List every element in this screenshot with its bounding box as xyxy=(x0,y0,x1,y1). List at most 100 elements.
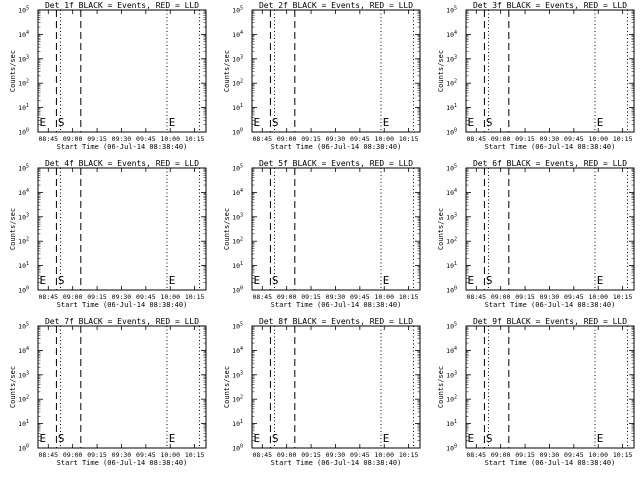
x-tick-label: 10:00 xyxy=(374,135,394,143)
x-tick-label: 10:15 xyxy=(613,293,633,301)
x-tick-label: 09:45 xyxy=(350,293,370,301)
panel-title: Det 4f BLACK = Events, RED = LLD xyxy=(45,159,199,168)
annotation-e: E xyxy=(40,274,47,287)
y-tick-label: 102 xyxy=(18,237,29,246)
y-tick-label: 103 xyxy=(446,212,457,221)
x-tick-label: 10:15 xyxy=(399,451,419,459)
y-tick-label: 101 xyxy=(232,103,243,112)
annotation-e: E xyxy=(254,432,261,445)
y-tick-label: 101 xyxy=(232,419,243,428)
x-tick-label: 09:45 xyxy=(350,451,370,459)
x-tick-label: 09:30 xyxy=(112,135,132,143)
x-tick-label: 09:00 xyxy=(277,451,297,459)
y-tick-label: 105 xyxy=(18,322,29,331)
y-tick-label: 104 xyxy=(232,346,243,355)
y-tick-label: 104 xyxy=(446,30,457,39)
y-tick-label: 100 xyxy=(446,444,457,453)
plot-frame xyxy=(251,9,421,133)
x-tick-label: 09:30 xyxy=(326,135,346,143)
annotation-s: S xyxy=(486,432,493,445)
panel-title: Det 7f BLACK = Events, RED = LLD xyxy=(45,317,199,326)
y-axis-label: Counts/sec xyxy=(9,50,17,92)
panel-title: Det 5f BLACK = Events, RED = LLD xyxy=(259,159,413,168)
annotation-s: S xyxy=(272,116,279,129)
y-tick-label: 104 xyxy=(18,30,29,39)
plot-frame xyxy=(37,167,207,291)
x-tick-label: 09:30 xyxy=(112,293,132,301)
x-tick-label: 08:45 xyxy=(253,451,273,459)
y-tick-label: 104 xyxy=(18,188,29,197)
y-tick-label: 103 xyxy=(232,370,243,379)
panel-title: Det 3f BLACK = Events, RED = LLD xyxy=(473,1,627,10)
y-tick-label: 101 xyxy=(18,261,29,270)
y-tick-label: 101 xyxy=(446,103,457,112)
annotation-e: E xyxy=(40,116,47,129)
x-tick-label: 09:15 xyxy=(87,293,107,301)
x-tick-label: 08:45 xyxy=(253,293,273,301)
y-axis-label: Counts/sec xyxy=(223,366,231,408)
y-tick-label: 103 xyxy=(232,212,243,221)
y-tick-label: 103 xyxy=(18,212,29,221)
detector-panel-8: Det 8f BLACK = Events, RED = LLD 08:45 09:… xyxy=(223,317,421,467)
y-tick-label: 104 xyxy=(232,30,243,39)
y-tick-label: 101 xyxy=(18,419,29,428)
annotation-e: E xyxy=(40,432,47,445)
y-tick-label: 100 xyxy=(232,444,243,453)
x-tick-label: 09:30 xyxy=(326,451,346,459)
x-axis-label: Start Time (06-Jul-14 08:38:40) xyxy=(271,459,402,467)
x-tick-label: 09:30 xyxy=(326,293,346,301)
x-tick-label: 09:00 xyxy=(277,135,297,143)
plot-frame xyxy=(37,325,207,449)
detector-panel-5: Det 5f BLACK = Events, RED = LLD 08:45 09:… xyxy=(223,159,421,309)
annotation-s: S xyxy=(58,116,65,129)
y-tick-label: 104 xyxy=(18,346,29,355)
plot-frame xyxy=(465,9,635,133)
y-tick-label: 102 xyxy=(18,79,29,88)
x-axis-label: Start Time (06-Jul-14 08:38:40) xyxy=(485,301,616,309)
x-tick-label: 09:15 xyxy=(87,451,107,459)
y-tick-label: 105 xyxy=(18,6,29,15)
x-tick-label: 10:15 xyxy=(399,135,419,143)
annotation-s: S xyxy=(486,274,493,287)
annotation-s: S xyxy=(486,116,493,129)
y-tick-label: 104 xyxy=(232,188,243,197)
y-tick-label: 100 xyxy=(18,444,29,453)
y-tick-label: 101 xyxy=(232,261,243,270)
annotation-s: S xyxy=(272,274,279,287)
y-tick-label: 103 xyxy=(446,370,457,379)
x-axis-label: Start Time (06-Jul-14 08:38:40) xyxy=(485,143,616,151)
annotation-e: E xyxy=(254,274,261,287)
panel-title: Det 2f BLACK = Events, RED = LLD xyxy=(259,1,413,10)
y-tick-label: 102 xyxy=(232,237,243,246)
x-axis-label: Start Time (06-Jul-14 08:38:40) xyxy=(57,301,188,309)
x-tick-label: 10:15 xyxy=(613,135,633,143)
y-tick-label: 100 xyxy=(18,128,29,137)
x-tick-label: 10:15 xyxy=(185,293,205,301)
panel-title: Det 9f BLACK = Events, RED = LLD xyxy=(473,317,627,326)
x-tick-label: 10:00 xyxy=(160,135,180,143)
annotation-s: S xyxy=(58,432,65,445)
plot-frame xyxy=(465,325,635,449)
x-tick-label: 09:00 xyxy=(491,451,511,459)
x-tick-label: 10:15 xyxy=(185,451,205,459)
detector-panel-9: Det 9f BLACK = Events, RED = LLD 08:45 09:… xyxy=(437,317,635,467)
annotation-e: E xyxy=(169,274,176,287)
y-axis-label: Counts/sec xyxy=(223,50,231,92)
annotation-e: E xyxy=(383,274,390,287)
annotation-e: E xyxy=(383,432,390,445)
x-tick-label: 08:45 xyxy=(467,451,487,459)
y-tick-label: 102 xyxy=(446,79,457,88)
x-tick-label: 09:45 xyxy=(350,135,370,143)
x-axis-label: Start Time (06-Jul-14 08:38:40) xyxy=(485,459,616,467)
annotation-e: E xyxy=(383,116,390,129)
x-tick-label: 08:45 xyxy=(467,293,487,301)
y-tick-label: 105 xyxy=(232,164,243,173)
y-tick-label: 105 xyxy=(446,164,457,173)
detector-panel-6: Det 6f BLACK = Events, RED = LLD 08:45 09:… xyxy=(437,159,635,309)
x-tick-label: 08:45 xyxy=(39,135,59,143)
y-tick-label: 104 xyxy=(446,188,457,197)
annotation-e: E xyxy=(254,116,261,129)
x-tick-label: 09:15 xyxy=(301,451,321,459)
x-tick-label: 09:00 xyxy=(277,293,297,301)
